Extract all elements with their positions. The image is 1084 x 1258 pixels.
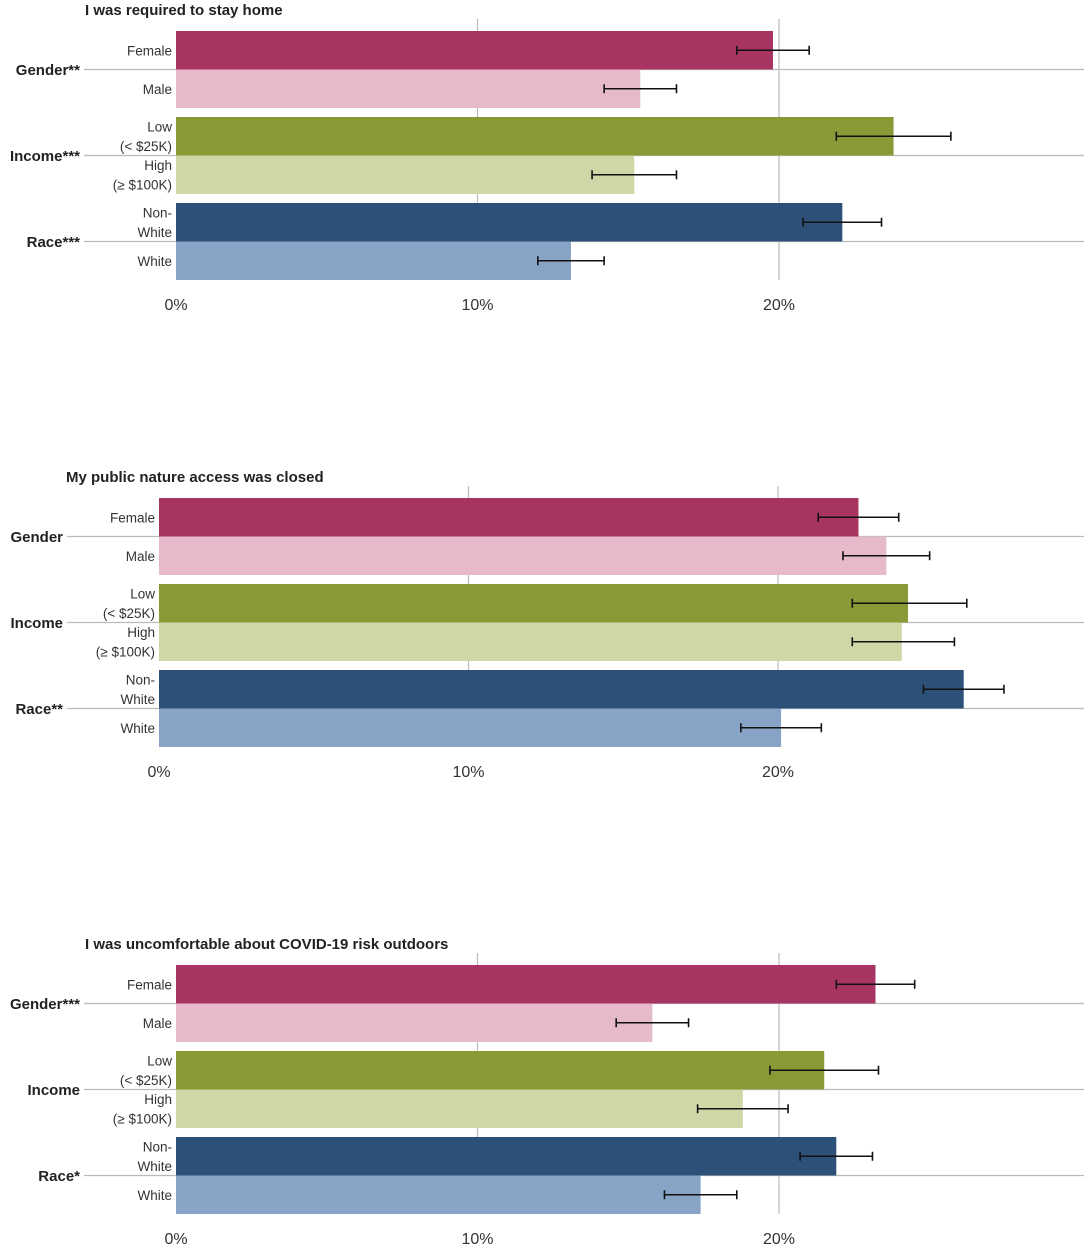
bar [176,241,571,280]
group-label: Race*** [27,234,81,251]
error-bar [802,217,883,227]
category-label: Low (< $25K) [103,586,155,621]
bar [176,1051,825,1090]
bar [159,584,908,623]
category-label: Non-White [120,672,155,707]
error-bar [817,512,900,522]
bar [176,1175,701,1214]
error-bar [851,637,956,647]
group-label: Gender [10,529,63,546]
error-bar [663,1190,738,1200]
x-tick-label: 10% [461,297,493,314]
bar [176,1137,837,1176]
category-label: Female [110,510,155,525]
bar [176,1089,743,1128]
chart-panel: My public nature access was closed Gender… [10,469,1084,781]
category-label: Male [126,549,155,564]
error-bar [740,723,823,733]
bar [159,536,887,575]
category-label: Female [127,977,172,992]
category-label: Non-White [137,205,172,240]
bar [176,1003,653,1042]
x-tick-label: 20% [763,1231,795,1248]
error-bar [842,551,931,561]
group-label: Gender** [16,62,80,79]
x-tick-label: 10% [452,764,484,781]
x-tick-label: 20% [762,764,794,781]
chart-title: My public nature access was closed [66,469,324,486]
group-label: Race* [38,1168,80,1185]
error-bar [603,84,678,94]
x-tick-label: 0% [164,297,187,314]
category-label: Non-White [137,1139,172,1174]
chart-panel: I was uncomfortable about COVID-19 risk … [10,936,1084,1248]
error-bar [835,979,916,989]
bar [159,498,859,537]
chart-title: I was required to stay home [85,2,283,19]
group-label: Race** [15,701,63,718]
error-bar [536,256,605,266]
category-label: Male [143,1016,172,1031]
category-label: White [137,254,172,269]
chart-panel: I was required to stay home Gender** Femal… [10,2,1084,314]
category-label: Male [143,82,172,97]
error-bar [591,170,678,180]
bar [176,965,876,1004]
bar [176,117,894,156]
category-label: High (≥ $100K) [113,1092,172,1127]
error-bar [835,131,952,141]
group-label: Income*** [10,148,80,165]
group-label: Gender*** [10,996,80,1013]
category-label: Low (< $25K) [120,1053,172,1088]
bar [176,155,635,194]
chart-title: I was uncomfortable about COVID-19 risk … [85,936,448,953]
group-label: Income [10,615,63,632]
bar [176,69,641,108]
category-label: Low (< $25K) [120,119,172,154]
error-bar [769,1065,880,1075]
bar [159,670,964,709]
x-tick-label: 10% [461,1231,493,1248]
x-tick-label: 20% [763,297,795,314]
bar [159,622,902,661]
error-bar [799,1151,874,1161]
error-bar [922,684,1005,694]
category-label: Female [127,43,172,58]
error-bar [851,598,968,608]
x-tick-label: 0% [164,1231,187,1248]
bar [176,31,773,70]
error-bar [735,45,810,55]
error-bar [696,1104,789,1114]
x-tick-label: 0% [147,764,170,781]
bar [176,203,843,242]
category-label: High (≥ $100K) [113,158,172,193]
category-label: White [120,721,155,736]
category-label: White [137,1188,172,1203]
error-bar [615,1018,690,1028]
bar [159,708,782,747]
group-label: Income [27,1082,80,1099]
category-label: High (≥ $100K) [96,625,155,660]
